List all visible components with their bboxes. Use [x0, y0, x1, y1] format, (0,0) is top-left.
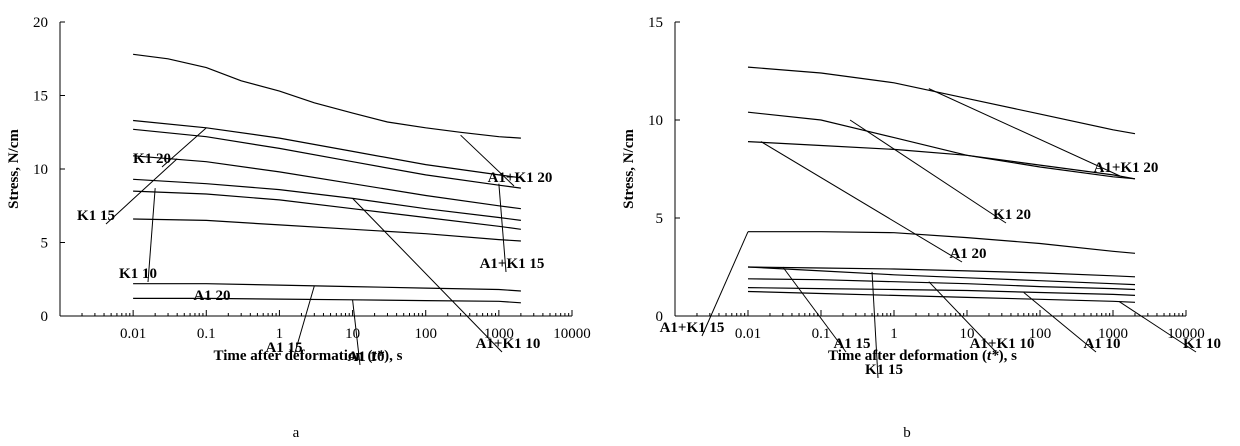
series-label: A1+K1 10	[970, 336, 1035, 352]
series-label: A1 20	[949, 246, 986, 262]
label-leader-line	[460, 134, 515, 187]
series-label: K1 20	[993, 207, 1031, 223]
series-line-k1-10	[133, 190, 521, 230]
series-line-a1-20	[133, 218, 521, 242]
series-line-a1-k1-10	[133, 178, 521, 221]
x-tick-label: 1	[276, 326, 284, 342]
series-label: A1 15	[833, 336, 870, 352]
series-label: K1 15	[77, 208, 115, 224]
label-leader-line	[352, 198, 503, 353]
label-leader-line	[849, 119, 1007, 224]
series-label: A1+K1 15	[480, 256, 545, 272]
series-line-a1-15	[747, 266, 1136, 278]
chart-panel-b: 0.01 0.1 1 10 100 1000 10000 0 5 10 15 Time after d…	[621, 15, 1221, 379]
label-leader-line	[760, 141, 963, 263]
series-label: A1 15	[265, 340, 302, 356]
label-leader-line	[352, 299, 361, 366]
y-tick-label: 5	[41, 236, 49, 252]
label-leader-line	[1023, 292, 1097, 353]
x-tick-label: 0.01	[120, 326, 146, 342]
series-label: A1+K1 15	[660, 320, 725, 336]
label-leader-line	[701, 231, 749, 337]
y-tick-label: 20	[33, 15, 48, 31]
y-tick-label: 0	[41, 309, 49, 325]
panel-letter-b: b	[903, 425, 911, 441]
y-tick-label: 10	[33, 162, 48, 178]
label-leader-line	[928, 281, 997, 353]
series-line-k1-20	[133, 119, 521, 179]
label-leader-line	[871, 271, 879, 379]
x-tick-label: 1	[890, 326, 898, 342]
series-line-k1-10	[747, 290, 1136, 303]
x-tick-label: 100	[1029, 326, 1052, 342]
y-axis-label: Stress, N/cm	[621, 129, 637, 209]
series-label: A1 10	[347, 349, 384, 365]
series-line-a1-20	[747, 141, 1136, 180]
series-line-k1-15	[747, 266, 1136, 286]
y-tick-label: 15	[33, 89, 48, 105]
x-tick-label: 0.1	[812, 326, 831, 342]
panel-letter-a: a	[293, 425, 300, 441]
series-label: K1 10	[1183, 336, 1221, 352]
x-tick-label: 1000	[484, 326, 514, 342]
label-leader-line	[928, 88, 1121, 177]
chart-panel-a: 0.01 0.1 1 10 100 1000 10000 0 5 10 15 20 Time after…	[6, 15, 591, 366]
y-tick-label: 10	[648, 113, 663, 129]
series-line-a1-k1-20	[133, 53, 521, 139]
y-tick-label: 5	[656, 211, 664, 227]
x-tick-label: 1000	[1098, 326, 1128, 342]
x-axis-label: Time after deformation (t*), s	[828, 348, 1017, 364]
series-label: K1 20	[133, 151, 171, 167]
x-tick-label: 10	[960, 326, 975, 342]
x-tick-label: 10	[345, 326, 360, 342]
series-label: A1+K1 20	[488, 170, 553, 186]
label-leader-line	[147, 188, 156, 283]
x-tick-label: 10000	[1167, 326, 1205, 342]
series-label: A1+K1 10	[476, 336, 541, 352]
series-label: A1 10	[1083, 336, 1120, 352]
series-line-a1-k1-20	[747, 66, 1136, 135]
series-line-a1-10	[133, 297, 521, 304]
series-line-a1-k1-10	[747, 278, 1136, 291]
x-axis-label: Time after deformation (t*), s	[213, 348, 402, 364]
label-leader-line	[1118, 300, 1197, 353]
series-line-k1-15	[133, 155, 521, 210]
label-leader-line	[498, 183, 507, 273]
y-tick-label: 15	[648, 15, 663, 31]
label-leader-line	[293, 285, 315, 357]
x-tick-label: 0.1	[197, 326, 216, 342]
x-tick-label: 10000	[553, 326, 591, 342]
series-label: K1 10	[119, 266, 157, 282]
series-label: A1 20	[193, 288, 230, 304]
y-tick-label: 0	[656, 309, 664, 325]
label-leader-line	[161, 127, 207, 168]
label-leader-line	[105, 158, 178, 225]
series-line-a1-k1-15	[748, 231, 1136, 254]
series-line-a1-15	[133, 283, 521, 292]
x-tick-label: 100	[414, 326, 437, 342]
label-leader-line	[782, 266, 847, 353]
x-tick-label: 0.01	[735, 326, 761, 342]
series-label: A1+K1 20	[1094, 160, 1159, 176]
series-label: K1 15	[865, 362, 903, 378]
y-axis-label: Stress, N/cm	[6, 129, 22, 209]
series-line-a1-10	[747, 287, 1136, 296]
